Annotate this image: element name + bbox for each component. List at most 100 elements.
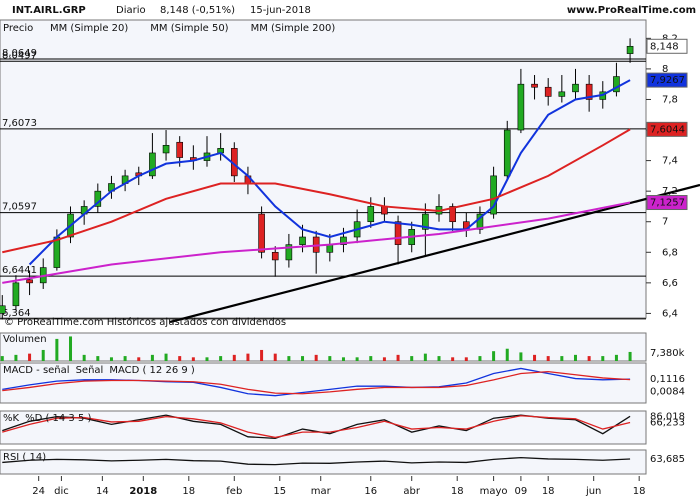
candle-body <box>558 91 566 97</box>
volume-bar <box>519 352 523 361</box>
x-tick-label: jun <box>585 486 601 497</box>
volume-bar <box>301 356 305 361</box>
price-panel <box>0 19 647 319</box>
candle-body <box>53 236 61 268</box>
price-tag-label: 7,9267 <box>650 75 685 86</box>
panel-value: 0,0084 <box>650 387 685 398</box>
candle-body <box>12 282 20 307</box>
volume-bar <box>246 353 250 361</box>
level-label: 8,0649 <box>2 48 37 59</box>
candle-body <box>367 206 375 223</box>
level-label: 7,6073 <box>2 118 37 129</box>
panel-label: MACD ( 12 26 9 ) <box>109 365 195 376</box>
moving-average <box>2 128 631 254</box>
y-tick-label: 7 <box>662 217 668 228</box>
volume-bar <box>560 356 564 361</box>
rsi-panel <box>0 449 647 475</box>
price-tag-label: 7,6044 <box>650 124 685 135</box>
y-tick-label: 6,4 <box>662 308 678 319</box>
panel-value: 63,685 <box>650 454 685 465</box>
x-tick-label: 18 <box>451 486 464 497</box>
volume-bar <box>96 356 100 361</box>
macd-line <box>2 367 631 397</box>
rsi-line <box>2 456 631 466</box>
trend-line <box>169 183 700 324</box>
volume-bar <box>55 338 59 361</box>
candle-body <box>340 236 347 245</box>
last-quote: 8,148 (-0,51%) <box>160 5 235 16</box>
stochastic-panel <box>0 410 647 445</box>
y-tick-label: 8 <box>662 64 668 75</box>
y-tick-label: 6,6 <box>662 278 678 289</box>
level-label: 7,0597 <box>2 202 37 213</box>
candle-body <box>299 236 306 245</box>
panel-value: 66,233 <box>650 417 685 428</box>
volume-bar <box>410 356 414 361</box>
x-tick-label: 24 <box>32 486 45 497</box>
volume-bar <box>601 356 605 361</box>
candle-body <box>517 83 525 131</box>
panel-label: MACD - señal <box>3 365 70 376</box>
volume-bar <box>82 354 86 361</box>
panel-label: RSI ( 14) <box>3 452 46 463</box>
volume-bar <box>137 357 141 361</box>
price-tag <box>646 38 688 54</box>
candle-body <box>613 76 620 93</box>
volume-bar <box>505 348 509 361</box>
legend-entry: MM (Simple 200) <box>251 23 336 34</box>
panel-value: 0,1116 <box>650 374 685 385</box>
volume-bar <box>14 354 18 361</box>
volume-bar <box>260 349 264 361</box>
x-tick-label: mayo <box>480 486 508 497</box>
price-tag <box>646 195 688 211</box>
volume-bar <box>219 356 223 361</box>
volume-bar <box>573 354 577 361</box>
volume-bar <box>273 353 277 361</box>
candle-body <box>585 83 593 100</box>
x-tick-label: 09 <box>515 486 528 497</box>
moving-average <box>2 201 631 284</box>
level-label: 6,364 <box>2 308 31 319</box>
panel-label: Volumen <box>3 334 47 345</box>
x-tick-label: 18 <box>182 486 195 497</box>
volume-bar <box>437 356 441 361</box>
candle-body <box>572 83 579 93</box>
panel-value: 86,018 <box>650 411 685 422</box>
candle-body <box>422 213 429 230</box>
candle-body <box>394 221 402 245</box>
x-tick-label: abr <box>403 486 420 497</box>
candle-body <box>490 175 497 215</box>
volume-bar <box>614 354 618 361</box>
price-tag <box>646 72 688 88</box>
volume-bar <box>382 357 386 361</box>
candle-body <box>544 86 552 97</box>
volume-bar <box>355 357 359 361</box>
macd-panel <box>0 362 647 404</box>
y-tick-label: 7,8 <box>662 94 678 105</box>
volume-bar <box>369 356 373 361</box>
volume-bar <box>205 357 209 361</box>
x-tick-label: 15 <box>273 486 286 497</box>
volume-bar <box>546 356 550 361</box>
volume-bar <box>492 351 496 361</box>
candle-body <box>285 244 293 261</box>
x-tick-label: mar <box>311 486 332 497</box>
x-tick-label: dic <box>54 486 69 497</box>
level-label: 8,0497 <box>2 50 37 61</box>
stochastic-line <box>2 415 631 439</box>
volume-bar <box>396 354 400 361</box>
volume-bar <box>423 353 427 361</box>
x-tick-label: 18 <box>633 486 646 497</box>
volume-bar <box>41 349 45 361</box>
volume-bar <box>232 354 236 361</box>
level-label: 6,6441 <box>2 265 37 276</box>
candle-body <box>176 141 183 158</box>
site: www.ProRealTime.com <box>567 5 696 16</box>
symbol: INT.AIRL.GRP <box>12 5 86 16</box>
moving-average <box>28 79 631 266</box>
candle-body <box>149 152 156 177</box>
footer: © ProRealTime.com Históricos ajustados c… <box>4 316 286 328</box>
price-tag-label: 7,1257 <box>650 198 685 209</box>
period: Diario <box>116 5 146 16</box>
